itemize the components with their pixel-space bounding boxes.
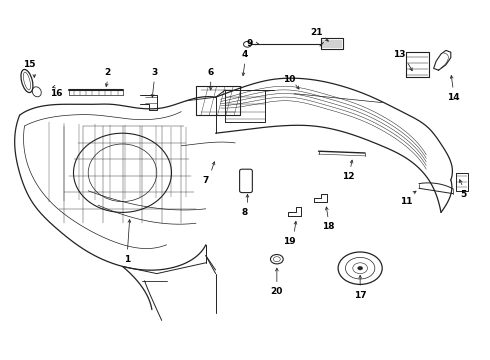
- Text: 20: 20: [270, 287, 283, 296]
- Text: 7: 7: [202, 176, 209, 185]
- Text: 21: 21: [310, 28, 322, 37]
- Text: 14: 14: [447, 93, 460, 102]
- Text: 4: 4: [242, 50, 248, 59]
- Text: 19: 19: [283, 237, 295, 246]
- Text: 10: 10: [283, 75, 295, 84]
- Text: 5: 5: [460, 190, 466, 199]
- Text: 16: 16: [50, 89, 63, 98]
- Text: 18: 18: [322, 222, 335, 231]
- Text: 9: 9: [246, 39, 253, 48]
- Text: 17: 17: [354, 291, 367, 300]
- Text: 6: 6: [208, 68, 214, 77]
- Text: 15: 15: [23, 60, 36, 69]
- Text: 12: 12: [342, 172, 354, 181]
- Text: 3: 3: [151, 68, 157, 77]
- Text: 2: 2: [105, 68, 111, 77]
- Text: 8: 8: [242, 208, 248, 217]
- Circle shape: [358, 266, 363, 270]
- Text: 11: 11: [400, 197, 413, 206]
- Text: 13: 13: [393, 50, 406, 59]
- Text: 1: 1: [124, 255, 130, 264]
